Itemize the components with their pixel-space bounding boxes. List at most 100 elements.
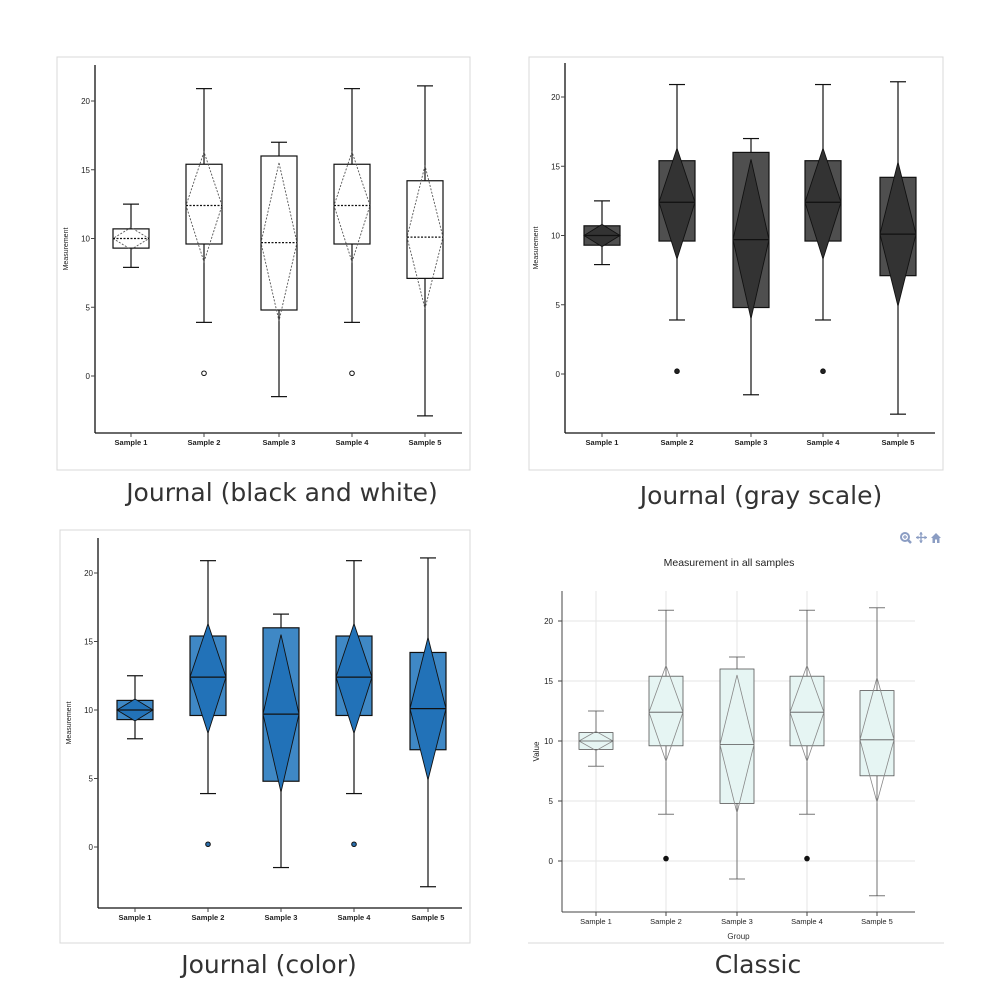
outlier-point — [205, 841, 211, 848]
panel-frame — [59, 529, 471, 944]
chart-journal-gray: 0 5 10 15 20 Measurement Sample 1 Sample 2 Sampl… — [528, 56, 944, 471]
box-rect — [859, 690, 895, 777]
x-tick-label: Sample 3 — [263, 438, 296, 447]
chart-panel-journal-gray: 0 5 10 15 20 Measurement Sample 1 Sample 2 Sampl… — [528, 56, 944, 510]
y-tick-label: 15 — [551, 162, 560, 171]
zoom-icon[interactable] — [900, 532, 912, 544]
y-tick-label: 5 — [89, 775, 94, 784]
y-tick-label: 0 — [89, 843, 94, 852]
x-tick-label: Sample 2 — [192, 913, 225, 922]
box-5 — [859, 607, 895, 897]
outlier-point — [351, 841, 357, 848]
y-tick-label: 0 — [86, 372, 91, 381]
box-2 — [658, 83, 696, 375]
chart-panel-journal-bw: 0 5 10 15 20 Measurement Sample 1 Sample 2 Sampl… — [0, 0, 500, 520]
y-tick-label: 0 — [549, 857, 554, 866]
x-tick-label: Sample 1 — [580, 917, 612, 926]
mean-diamond — [335, 622, 373, 735]
x-tick-label: Sample 4 — [338, 913, 372, 922]
caption-journal-bw: Journal (black and white) — [126, 478, 438, 507]
panel-frame — [528, 56, 944, 471]
box-4 — [333, 88, 371, 377]
pan-icon[interactable] — [916, 532, 927, 543]
x-tick-label: Sample 1 — [586, 438, 619, 447]
caption-journal-gray: Journal (gray scale) — [639, 481, 883, 510]
box-2 — [189, 560, 227, 848]
mean-diamond — [185, 150, 223, 264]
box-4 — [335, 560, 373, 848]
home-icon[interactable] — [931, 533, 941, 543]
x-tick-label: Sample 2 — [650, 917, 682, 926]
caption-journal-color: Journal (color) — [181, 950, 357, 979]
box-3 — [262, 613, 300, 869]
box-4 — [789, 609, 825, 862]
outlier-point — [663, 855, 669, 862]
mean-diamond — [732, 159, 770, 319]
mean-diamond — [260, 162, 298, 322]
box-3 — [732, 137, 770, 396]
box-rect — [333, 163, 371, 245]
x-tick-label: Sample 5 — [409, 438, 442, 447]
x-tick-label: Sample 4 — [336, 438, 370, 447]
mean-diamond — [112, 226, 150, 251]
y-tick-label: 0 — [556, 370, 561, 379]
mean-diamond — [719, 674, 755, 814]
box-2 — [185, 88, 223, 377]
mean-diamond — [804, 146, 842, 261]
mean-diamond — [648, 664, 684, 763]
box-rect — [185, 163, 223, 245]
mean-diamond — [789, 664, 825, 763]
y-tick-label: 10 — [544, 737, 553, 746]
y-tick-label: 5 — [556, 301, 561, 310]
outlier-point — [674, 368, 680, 375]
box-3 — [719, 656, 755, 880]
x-axis-label: Group — [727, 932, 750, 941]
y-tick-label: 20 — [81, 97, 90, 106]
box-3 — [260, 141, 298, 398]
box-rect — [789, 675, 825, 747]
x-tick-label: Sample 3 — [721, 917, 753, 926]
y-tick-label: 15 — [81, 166, 90, 175]
mean-diamond — [189, 622, 227, 735]
box-1 — [583, 200, 621, 266]
x-tick-label: Sample 3 — [735, 438, 768, 447]
y-axis-label: Measurement — [63, 228, 70, 271]
box-5 — [406, 85, 444, 417]
y-tick-label: 20 — [551, 93, 560, 102]
outlier-point — [349, 370, 355, 377]
y-tick-label: 10 — [551, 232, 560, 241]
outlier-point — [201, 370, 207, 377]
x-tick-label: Sample 5 — [861, 917, 893, 926]
mean-diamond — [406, 165, 444, 309]
box-rect — [260, 155, 298, 311]
mean-diamond — [859, 675, 895, 804]
mean-diamond — [333, 150, 371, 264]
box-rect — [719, 668, 755, 804]
chart-journal-bw: 0 5 10 15 20 Measurement Sample 1 Sample 2 Sampl… — [56, 56, 471, 471]
box-2 — [648, 609, 684, 862]
x-tick-label: Sample 1 — [115, 438, 148, 447]
outlier-point — [804, 855, 810, 862]
y-tick-label: 10 — [81, 235, 90, 244]
y-tick-label: 10 — [84, 706, 93, 715]
y-tick-label: 5 — [549, 797, 554, 806]
y-axis-label: Measurement — [66, 702, 73, 745]
y-tick-label: 5 — [86, 303, 91, 312]
y-tick-label: 15 — [544, 677, 553, 686]
box-1 — [116, 675, 154, 740]
x-tick-label: Sample 2 — [188, 438, 221, 447]
y-tick-label: 15 — [84, 638, 93, 647]
box-rect — [648, 675, 684, 747]
x-tick-label: Sample 2 — [661, 438, 694, 447]
x-tick-label: Sample 1 — [119, 913, 152, 922]
x-tick-label: Sample 4 — [807, 438, 841, 447]
x-tick-label: Sample 3 — [265, 913, 298, 922]
chart-title: Measurement in all samples — [664, 557, 795, 569]
box-1 — [578, 710, 614, 767]
panel-frame — [56, 56, 471, 471]
mean-diamond — [578, 730, 614, 752]
y-axis-label: Measurement — [533, 227, 540, 270]
x-tick-label: Sample 5 — [412, 913, 445, 922]
